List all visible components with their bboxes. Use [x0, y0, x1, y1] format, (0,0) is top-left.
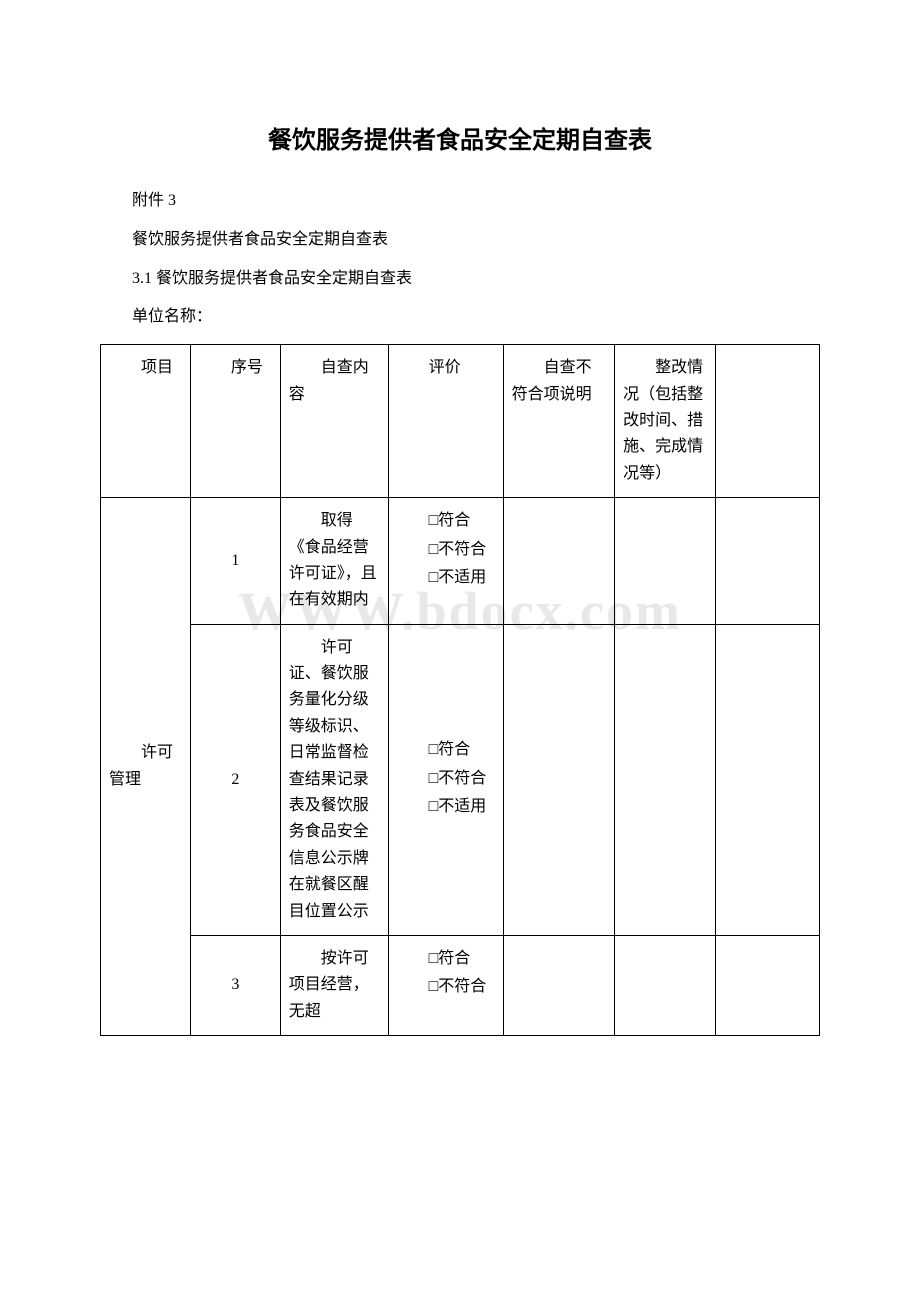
document-title: 餐饮服务提供者食品安全定期自查表: [100, 120, 820, 155]
cell-extra: [715, 498, 819, 625]
cell-explain: [503, 936, 614, 1036]
cell-eval: □符合 □不符合 □不适用: [388, 498, 503, 625]
table-row: 2 许可证、餐饮服务量化分级等级标识、日常监督检查结果记录表及餐饮服务食品安全信…: [101, 624, 820, 935]
header-extra: [715, 345, 819, 498]
table-row: 许可管理 1 取得《食品经营许可证》，且在有效期内 □符合 □不符合 □不适用: [101, 498, 820, 625]
cell-seq: 2: [190, 624, 280, 935]
cell-content: 按许可项目经营，无超: [280, 936, 388, 1036]
cell-content: 取得《食品经营许可证》，且在有效期内: [280, 498, 388, 625]
intro-unit-name: 单位名称：: [100, 303, 820, 332]
intro-table-name: 餐饮服务提供者食品安全定期自查表: [100, 226, 820, 255]
cell-eval: □符合 □不符合 □不适用: [388, 624, 503, 935]
cell-explain: [503, 498, 614, 625]
intro-attachment: 附件 3: [100, 187, 820, 216]
eval-option-na[interactable]: □不适用: [397, 565, 495, 591]
eval-option-na[interactable]: □不适用: [397, 794, 495, 820]
header-project: 项目: [101, 345, 191, 498]
eval-option-not-conform[interactable]: □不符合: [397, 537, 495, 563]
cell-content: 许可证、餐饮服务量化分级等级标识、日常监督检查结果记录表及餐饮服务食品安全信息公…: [280, 624, 388, 935]
intro-section: 3.1 餐饮服务提供者食品安全定期自查表: [100, 265, 820, 294]
eval-option-not-conform[interactable]: □不符合: [397, 974, 495, 1000]
header-explain: 自查不符合项说明: [503, 345, 614, 498]
cell-category: 许可管理: [101, 498, 191, 1036]
header-eval: 评价: [388, 345, 503, 498]
cell-eval: □符合 □不符合: [388, 936, 503, 1036]
cell-rectify: [615, 936, 716, 1036]
eval-option-conform[interactable]: □符合: [397, 737, 495, 763]
self-check-table: 项目 序号 自查内容 评价 自查不符合项说明 整改情况（包括整改时间、措施、完成…: [100, 344, 820, 1036]
eval-option-conform[interactable]: □符合: [397, 508, 495, 534]
cell-rectify: [615, 624, 716, 935]
cell-extra: [715, 936, 819, 1036]
cell-seq: 3: [190, 936, 280, 1036]
cell-explain: [503, 624, 614, 935]
table-row: 3 按许可项目经营，无超 □符合 □不符合: [101, 936, 820, 1036]
eval-option-conform[interactable]: □符合: [397, 946, 495, 972]
cell-extra: [715, 624, 819, 935]
cell-seq: 1: [190, 498, 280, 625]
eval-option-not-conform[interactable]: □不符合: [397, 766, 495, 792]
header-rectify: 整改情况（包括整改时间、措施、完成情况等）: [615, 345, 716, 498]
header-content: 自查内容: [280, 345, 388, 498]
document-content: 餐饮服务提供者食品安全定期自查表 附件 3 餐饮服务提供者食品安全定期自查表 3…: [100, 120, 820, 1036]
table-header-row: 项目 序号 自查内容 评价 自查不符合项说明 整改情况（包括整改时间、措施、完成…: [101, 345, 820, 498]
header-seq: 序号: [190, 345, 280, 498]
cell-rectify: [615, 498, 716, 625]
